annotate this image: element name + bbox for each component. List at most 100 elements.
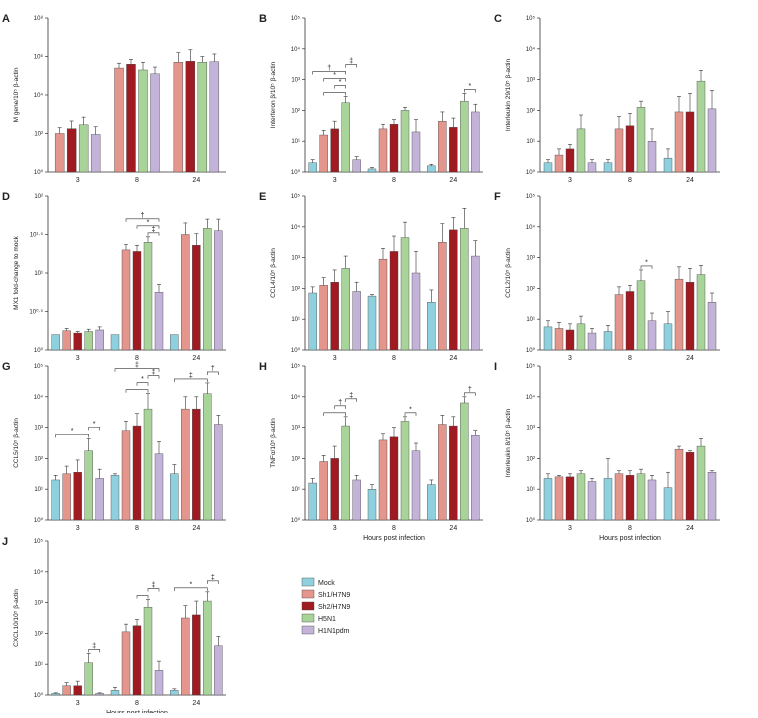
significance-bracket	[345, 64, 357, 68]
y-tick-label: 10⁸	[34, 15, 44, 22]
bar-C-8h-h5n1	[636, 107, 646, 173]
significance-bracket	[207, 580, 219, 584]
bar-D-3h-sh2-h7n9	[73, 332, 82, 351]
panel-H: H 10⁰ 10¹ 10² 10³ 10⁴ 10⁵ TNFα/10⁵ β-actin 3 8 24 H…	[259, 361, 483, 542]
bar-F-24h-h1n1pdm	[707, 302, 717, 351]
bar-G-8h-h5n1	[143, 408, 153, 521]
panel-letter-I: I	[494, 361, 497, 373]
bar-F-8h-sh2-h7n9	[625, 291, 635, 351]
y-tick-label: 10⁰	[291, 347, 301, 354]
x-tick-label: 24	[686, 355, 694, 362]
bar-B-8h-sh1-h7n9	[378, 128, 388, 173]
bar-J-24h-sh2-h7n9	[192, 614, 201, 696]
bar-B-24h-sh2-h7n9	[449, 127, 458, 173]
bar-B-3h-h1n1pdm	[352, 159, 361, 173]
y-tick-label: 10³	[34, 426, 43, 432]
panel-I: I 10⁰ 10¹ 10² 10³ 10⁴ 10⁵ Interleukin 8/10⁵ β-a…	[494, 361, 720, 542]
x-tick-label: 24	[686, 177, 694, 184]
bar-E-3h-sh2-h7n9	[330, 282, 339, 351]
y-tick-label: 10³	[291, 78, 300, 84]
y-axis-label: MX1 fold-change to mock	[13, 235, 20, 309]
significance-symbol: *	[147, 219, 150, 226]
bar-D-24h-h1n1pdm	[214, 230, 223, 351]
y-tick-label: 10¹	[34, 662, 43, 668]
significance-bracket	[464, 89, 476, 93]
significance-bracket	[136, 225, 160, 229]
bar-C-8h-sh1-h7n9	[614, 128, 624, 173]
bar-A-24h-h5n1	[197, 62, 208, 173]
significance-bracket	[464, 392, 476, 396]
bar-B-3h-mock	[308, 162, 317, 173]
bar-B-8h-h5n1	[400, 110, 410, 173]
y-tick-label: 10²	[34, 631, 43, 637]
panel-J: J 10⁰ 10¹ 10² 10³ 10⁴ 10⁵ CXCL10/10⁵ β-actin 3 8 2…	[2, 536, 226, 717]
bar-H-3h-sh1-h7n9	[319, 461, 328, 521]
bar-G-3h-h1n1pdm	[95, 478, 104, 521]
bar-I-3h-h1n1pdm	[587, 481, 597, 521]
x-axis-label: Hours post infection	[363, 535, 425, 542]
significance-bracket	[125, 218, 160, 222]
y-tick-label: 10⁰	[291, 517, 301, 524]
bar-G-24h-h1n1pdm	[214, 424, 223, 521]
y-tick-label: 10⁰	[34, 169, 44, 176]
x-tick-label: 3	[76, 700, 80, 707]
y-tick-label: 10⁴	[291, 394, 301, 401]
bar-C-3h-sh1-h7n9	[554, 154, 564, 173]
y-tick-label: 10³	[34, 601, 43, 607]
y-tick-label: 10⁵	[34, 363, 44, 370]
bar-J-3h-sh1-h7n9	[62, 685, 71, 696]
bar-F-24h-h5n1	[696, 274, 706, 351]
y-tick-label: 10⁰	[34, 517, 44, 524]
x-tick-label: 3	[76, 177, 80, 184]
significance-bracket	[207, 371, 219, 375]
x-tick-label: 8	[135, 525, 139, 532]
bar-B-3h-sh2-h7n9	[330, 128, 339, 173]
x-tick-label: 8	[135, 700, 139, 707]
y-tick-label: 10³	[291, 426, 300, 432]
y-tick-label: 10⁵	[526, 363, 536, 370]
bar-I-24h-sh2-h7n9	[685, 452, 695, 521]
x-tick-label: 24	[449, 355, 457, 362]
bar-G-3h-mock	[51, 479, 60, 521]
x-tick-label: 24	[192, 700, 200, 707]
bar-E-24h-h5n1	[460, 228, 469, 351]
legend-swatch-h5n1	[301, 613, 315, 623]
bar-J-8h-mock	[110, 690, 120, 696]
significance-symbol: ‡	[152, 226, 156, 233]
significance-symbol: *	[468, 83, 471, 90]
bar-D-8h-mock	[110, 334, 120, 351]
y-axis-label: Interferon β/10⁵ β-actin	[270, 61, 277, 128]
x-axis-label: Hours post infection	[599, 535, 661, 542]
bar-F-3h-sh2-h7n9	[565, 329, 575, 351]
bar-G-24h-sh1-h7n9	[181, 408, 190, 521]
y-axis-label: CCL4/10⁵ β-actin	[270, 248, 277, 298]
significance-bracket	[136, 595, 149, 599]
significance-symbol: †	[327, 65, 331, 72]
y-tick-label: 10⁴	[526, 224, 536, 231]
panel-E: E 10⁰ 10¹ 10² 10³ 10⁴ 10⁵ CCL4/10⁵ β-actin 3 8 24	[259, 191, 483, 362]
significance-symbol: *	[339, 79, 342, 86]
y-tick-label: 10⁶	[34, 54, 44, 61]
significance-symbol: *	[93, 421, 96, 428]
bar-G-24h-mock	[170, 473, 179, 521]
bar-I-8h-sh1-h7n9	[614, 473, 624, 521]
bar-G-8h-sh2-h7n9	[132, 425, 142, 521]
x-tick-label: 3	[76, 525, 80, 532]
bar-I-8h-sh2-h7n9	[625, 475, 635, 521]
bar-A-3h-h1n1pdm	[90, 134, 101, 173]
bar-C-8h-mock	[603, 162, 613, 173]
bar-D-3h-h1n1pdm	[95, 329, 104, 351]
bar-G-8h-mock	[110, 475, 120, 521]
bar-C-3h-sh2-h7n9	[565, 148, 575, 173]
bar-E-3h-h1n1pdm	[352, 291, 361, 351]
y-tick-label: 10⁴	[526, 394, 536, 401]
bar-F-24h-sh2-h7n9	[685, 282, 695, 351]
bar-I-3h-sh2-h7n9	[565, 476, 575, 521]
bar-D-24h-mock	[170, 334, 179, 351]
bar-G-8h-h1n1pdm	[154, 453, 164, 521]
bar-G-24h-h5n1	[203, 393, 212, 521]
x-tick-label: 3	[333, 525, 337, 532]
bar-H-8h-sh2-h7n9	[389, 436, 399, 521]
significance-bracket	[147, 232, 160, 236]
bar-B-24h-sh1-h7n9	[438, 120, 447, 173]
